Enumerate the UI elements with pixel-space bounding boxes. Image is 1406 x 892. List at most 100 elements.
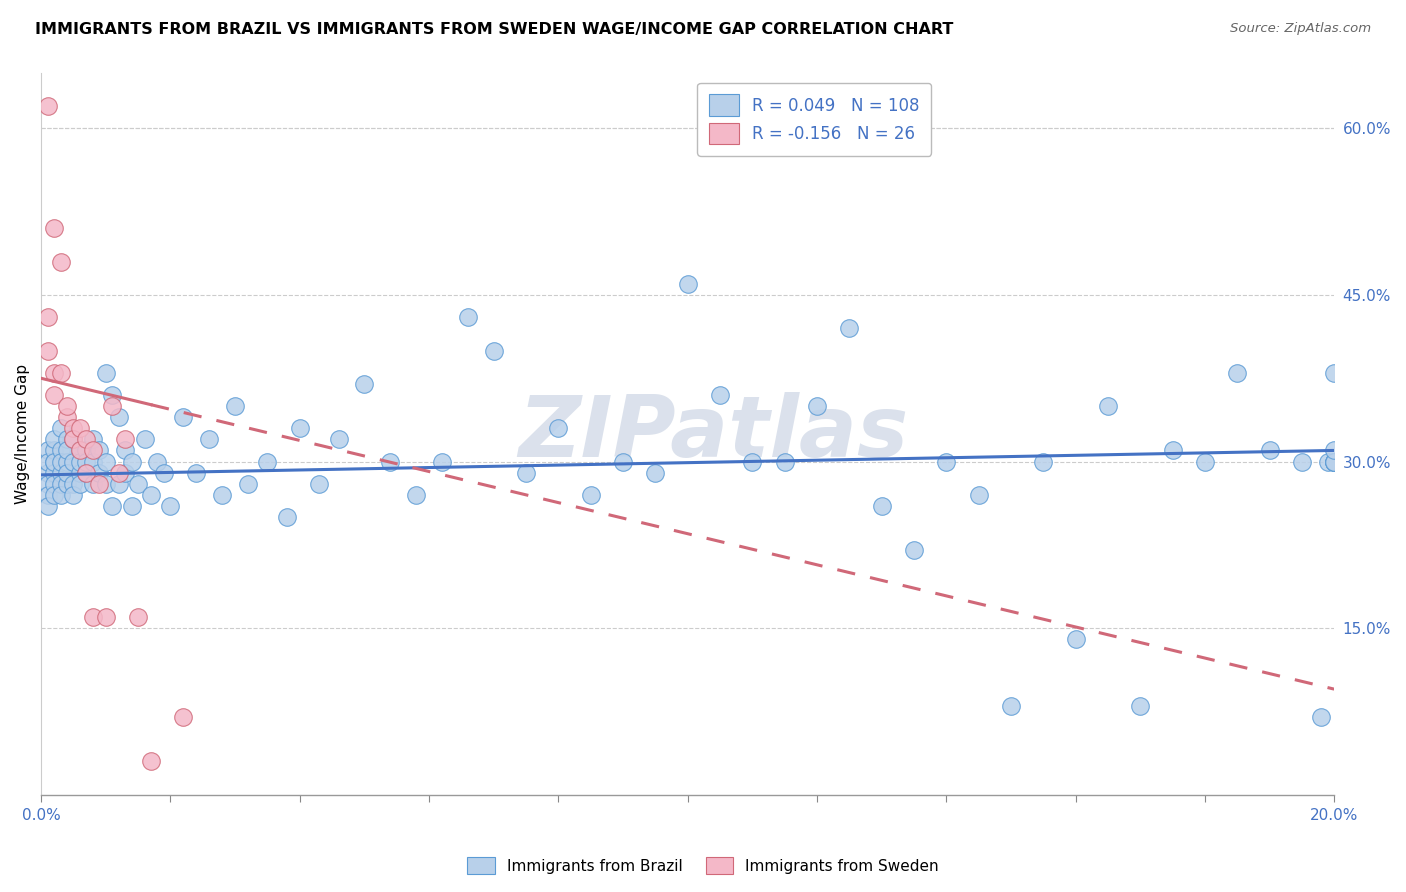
Point — [139, 754, 162, 768]
Point — [236, 476, 259, 491]
Point — [42, 488, 65, 502]
Point — [1323, 454, 1346, 468]
Point — [107, 410, 129, 425]
Point — [353, 376, 375, 391]
Point — [709, 388, 731, 402]
Point — [1194, 454, 1216, 468]
Point — [75, 466, 97, 480]
Point — [89, 466, 111, 480]
Point — [644, 466, 666, 480]
Point — [56, 454, 79, 468]
Point — [89, 476, 111, 491]
Point — [94, 366, 117, 380]
Point — [1129, 698, 1152, 713]
Point — [62, 433, 84, 447]
Point — [482, 343, 505, 358]
Point — [42, 466, 65, 480]
Point — [515, 466, 537, 480]
Point — [42, 221, 65, 235]
Point — [1097, 399, 1119, 413]
Point — [56, 410, 79, 425]
Point — [62, 454, 84, 468]
Point — [94, 454, 117, 468]
Point — [69, 466, 91, 480]
Point — [49, 476, 72, 491]
Point — [94, 476, 117, 491]
Point — [37, 476, 59, 491]
Point — [1226, 366, 1249, 380]
Point — [62, 476, 84, 491]
Point — [89, 443, 111, 458]
Legend: R = 0.049   N = 108, R = -0.156   N = 26: R = 0.049 N = 108, R = -0.156 N = 26 — [697, 83, 931, 155]
Point — [288, 421, 311, 435]
Point — [37, 310, 59, 325]
Point — [328, 433, 350, 447]
Point — [380, 454, 402, 468]
Point — [1323, 366, 1346, 380]
Point — [37, 466, 59, 480]
Point — [186, 466, 208, 480]
Point — [42, 443, 65, 458]
Point — [82, 443, 104, 458]
Point — [1316, 454, 1339, 468]
Point — [1323, 443, 1346, 458]
Text: Source: ZipAtlas.com: Source: ZipAtlas.com — [1230, 22, 1371, 36]
Point — [1064, 632, 1087, 647]
Point — [37, 488, 59, 502]
Point — [430, 454, 453, 468]
Point — [114, 443, 136, 458]
Point — [1291, 454, 1313, 468]
Point — [146, 454, 169, 468]
Point — [75, 466, 97, 480]
Point — [62, 433, 84, 447]
Point — [56, 399, 79, 413]
Point — [56, 443, 79, 458]
Point — [139, 488, 162, 502]
Point — [49, 488, 72, 502]
Point — [56, 466, 79, 480]
Point — [107, 466, 129, 480]
Point — [69, 443, 91, 458]
Point — [82, 476, 104, 491]
Point — [741, 454, 763, 468]
Point — [42, 476, 65, 491]
Point — [75, 433, 97, 447]
Point — [159, 499, 181, 513]
Point — [127, 610, 149, 624]
Point — [37, 343, 59, 358]
Text: IMMIGRANTS FROM BRAZIL VS IMMIGRANTS FROM SWEDEN WAGE/INCOME GAP CORRELATION CHA: IMMIGRANTS FROM BRAZIL VS IMMIGRANTS FRO… — [35, 22, 953, 37]
Point — [42, 454, 65, 468]
Point — [69, 454, 91, 468]
Point — [62, 421, 84, 435]
Point — [101, 388, 124, 402]
Point — [75, 443, 97, 458]
Point — [42, 454, 65, 468]
Point — [49, 466, 72, 480]
Point — [62, 488, 84, 502]
Point — [69, 421, 91, 435]
Point — [967, 488, 990, 502]
Point — [82, 454, 104, 468]
Point — [42, 366, 65, 380]
Point — [82, 433, 104, 447]
Point — [56, 476, 79, 491]
Point — [172, 410, 194, 425]
Point — [121, 454, 143, 468]
Point — [838, 321, 860, 335]
Y-axis label: Wage/Income Gap: Wage/Income Gap — [15, 364, 30, 504]
Point — [107, 476, 129, 491]
Point — [37, 99, 59, 113]
Point — [224, 399, 246, 413]
Point — [82, 610, 104, 624]
Point — [69, 443, 91, 458]
Point — [676, 277, 699, 291]
Point — [211, 488, 233, 502]
Point — [37, 499, 59, 513]
Point — [1000, 698, 1022, 713]
Point — [870, 499, 893, 513]
Point — [75, 454, 97, 468]
Point — [935, 454, 957, 468]
Point — [101, 399, 124, 413]
Point — [172, 710, 194, 724]
Point — [198, 433, 221, 447]
